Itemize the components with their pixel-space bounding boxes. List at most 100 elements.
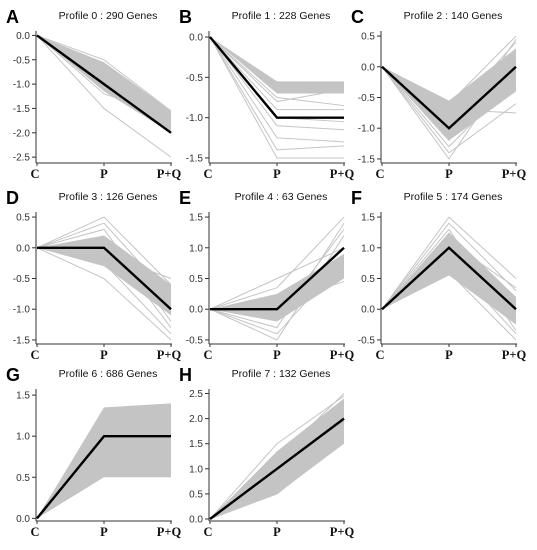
y-tick-label: 0.0 [189,514,203,525]
y-tick-label: 1.5 [16,391,30,402]
profile-line [381,246,517,311]
gene-line-0 [381,216,517,310]
gene-line-5 [209,281,345,310]
y-tick-label: 0.5 [16,213,30,224]
gene-line-1 [36,415,172,519]
x-tick-label: P [445,167,453,181]
y-tick-label: 0.5 [361,32,375,43]
gene-line-3 [209,259,345,335]
y-tick-label: 1.5 [189,439,203,450]
profile-panel-4: 1.5 1.0 0.5 0.0 -0.5 C P P+Q Profile 4 : 63 Gene… [179,188,355,362]
y-tick-label: 0.0 [189,33,203,44]
gene-line-2 [381,66,517,148]
y-tick-label: 0.5 [16,473,30,484]
gene-line-6 [36,460,172,519]
gene-line-2 [36,423,172,519]
x-tick-label: P [445,348,453,362]
x-tick-label: C [203,167,212,181]
gene-line-1 [381,41,517,117]
panel-letter: E [179,188,191,208]
gene-line-5 [36,35,172,117]
x-tick-label: C [375,348,384,362]
gene-line-1 [209,36,344,111]
panel-letter: G [6,365,20,385]
gene-line-6 [36,247,172,279]
x-tick-label: P [100,167,108,181]
gene-line-0 [36,216,172,285]
gene-line-5 [209,36,345,151]
x-tick-label: C [375,167,384,181]
gene-line-2 [381,228,517,331]
y-tick-label: -1.0 [358,124,376,135]
panel-letter: H [179,365,192,385]
gene-band [382,48,516,141]
panel-letter: F [351,188,362,208]
gene-line-0 [36,406,172,519]
gene-line-7 [209,36,345,107]
y-tick-label: -0.5 [186,335,204,346]
profile-panel-6: 1.5 1.0 0.5 0.0C P P+Q Profile 6 : 686 Genes G [6,365,182,539]
y-tick-label: 2.5 [189,389,203,400]
y-tick-label: 0.0 [361,305,375,316]
profile-line [210,246,345,311]
y-tick-label: 0.0 [361,62,375,73]
gene-line-0 [381,35,517,105]
gene-line-6 [381,38,517,142]
gene-line-2 [209,222,345,329]
panel-title: Profile 7 : 132 Genes [232,368,331,380]
gene-line-3 [381,271,517,341]
y-tick-label: 0.5 [189,489,203,500]
gene-line-0 [36,34,172,112]
gene-line-4 [209,433,345,520]
profile-line [36,434,171,520]
x-tick-label: P [100,525,108,539]
gene-line-5 [36,452,172,519]
x-tick-label: P+Q [157,167,182,181]
gene-line-5 [36,238,172,328]
x-tick-label: C [203,525,212,539]
gene-line-4 [209,36,345,143]
y-tick-label: 0.0 [189,305,203,316]
gene-line-4 [36,247,172,341]
x-tick-label: C [30,348,39,362]
panel-title: Profile 1 : 228 Genes [232,10,331,22]
y-tick-label: -1.5 [358,154,376,165]
panel-title: Profile 2 : 140 Genes [404,10,503,22]
gene-line-3 [381,66,517,154]
x-tick-label: P+Q [330,525,355,539]
gene-line-4 [36,35,172,158]
x-tick-label: P+Q [330,167,355,181]
gene-line-3 [209,36,345,131]
panel-letter: D [6,188,19,208]
gene-line-7 [36,415,172,519]
panel-letter: B [179,7,192,27]
x-tick-label: P [273,348,281,362]
gene-line-4 [381,240,517,310]
x-tick-label: C [30,167,39,181]
gene-line-4 [36,443,172,519]
y-tick-label: -0.5 [186,73,204,84]
gene-line-5 [381,259,517,335]
x-tick-label: C [30,525,39,539]
panel-letter: C [351,7,364,27]
y-tick-label: -0.5 [13,55,31,66]
gene-line-3 [36,35,172,129]
profile-panel-2: 0.5 0.0 -0.5 -1.0 -1.5 C P P+Q Profile 2 : 140 G… [351,7,527,181]
gene-line-6 [209,229,345,319]
gene-band [210,37,344,94]
profile-panel-1: 0.0 -0.5 -1.0 -1.5 C P P+Q Profile 1 : 228 Gene… [179,7,355,181]
panel-title: Profile 6 : 686 Genes [59,368,158,380]
y-tick-label: -1.0 [13,305,31,316]
gene-line-3 [209,423,345,520]
y-tick-label: -1.5 [13,104,31,115]
gene-line-2 [209,408,345,520]
panel-letter: A [6,7,19,27]
profile-panel-3: 0.5 0.0 -0.5 -1.0 -1.5 C P P+Q Profile 3 : 126 G… [6,188,182,362]
profile-line [209,36,344,119]
x-tick-label: P+Q [502,167,527,181]
y-tick-label: 0.0 [16,31,30,42]
gene-line-0 [209,395,345,520]
x-tick-label: P [100,348,108,362]
gene-line-5 [209,440,345,520]
